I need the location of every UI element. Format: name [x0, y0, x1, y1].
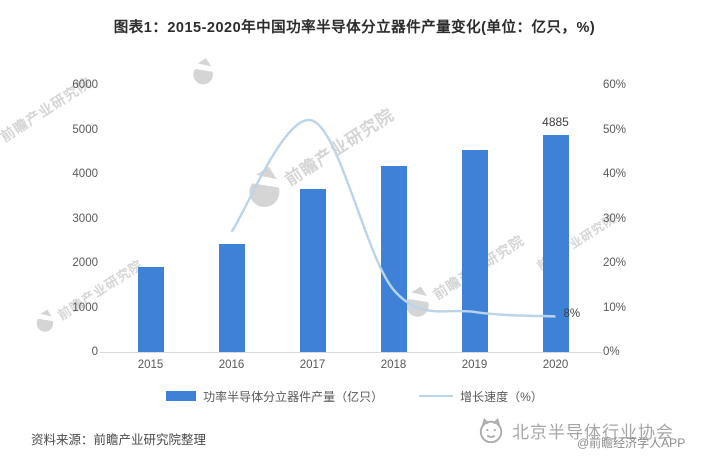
x-axis-line	[100, 352, 602, 353]
bar-2015	[137, 267, 164, 352]
y-axis-tick-right: 50%	[603, 123, 627, 136]
legend: 功率半导体分立器件产量（亿只） 增长速度（%）	[0, 388, 709, 404]
x-axis-tick: 2016	[218, 359, 245, 371]
bar-2016	[218, 243, 245, 352]
x-axis-tick: 2015	[137, 359, 164, 371]
x-axis-tick: 2019	[461, 359, 488, 371]
bar-2018	[380, 166, 407, 352]
qianzhan-logo-icon	[236, 164, 294, 224]
y-axis-tick-left: 4000	[72, 168, 98, 180]
app-credit: @前瞻经济学人APP	[577, 436, 686, 450]
qianzhan-logo-icon	[185, 56, 224, 96]
y-axis-tick-right: 30%	[603, 212, 627, 225]
x-axis-tick: 2020	[542, 359, 569, 371]
y-axis-tick-right: 20%	[603, 257, 627, 269]
legend-item-growth: 增长速度（%）	[419, 388, 543, 405]
y-axis-tick-left: 0	[91, 346, 98, 358]
y-axis-tick-left: 3000	[72, 212, 98, 225]
y-axis-tick-left: 2000	[72, 257, 98, 269]
y-axis-tick-left: 6000	[72, 79, 98, 91]
association-logo-icon	[477, 417, 505, 445]
line-swatch-icon	[419, 395, 454, 397]
y-axis-tick-left: 1000	[72, 301, 98, 314]
y-axis-tick-right: 0%	[603, 346, 620, 358]
y-axis-tick-left: 5000	[72, 123, 98, 136]
watermark	[185, 56, 224, 96]
legend-label: 功率半导体分立器件产量（亿只）	[203, 389, 384, 404]
line-value-label: 8%	[563, 308, 581, 321]
y-axis-tick-right: 60%	[603, 79, 627, 91]
legend-label: 增长速度（%）	[460, 389, 543, 404]
y-axis-tick-right: 10%	[603, 301, 627, 314]
chart-title: 图表1：2015-2020年中国功率半导体分立器件产量变化(单位：亿只，%)	[113, 20, 596, 36]
bar-value-label: 4885	[542, 114, 569, 129]
legend-item-production: 功率半导体分立器件产量（亿只）	[166, 388, 383, 405]
bar-swatch-icon	[166, 391, 197, 401]
association-name: 北京半导体行业协会	[512, 423, 674, 442]
bar-2017	[299, 188, 326, 352]
bar-2019	[461, 150, 488, 352]
x-axis-tick: 2018	[380, 359, 407, 371]
x-axis-tick: 2017	[299, 359, 326, 371]
source-note: 资料来源：前瞻产业研究院整理	[31, 433, 207, 447]
y-axis-tick-right: 40%	[603, 168, 627, 180]
